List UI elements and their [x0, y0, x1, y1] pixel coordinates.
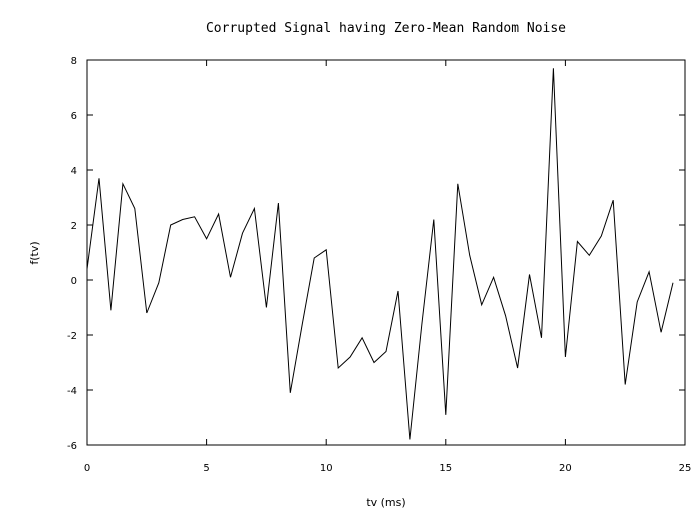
x-tick-label: 0 [84, 463, 90, 474]
y-tick-label: 0 [71, 276, 77, 287]
y-tick-label: 4 [71, 166, 77, 177]
x-axis-label: tv (ms) [366, 496, 405, 509]
x-tick-label: 20 [559, 463, 572, 474]
x-tick-label: 10 [320, 463, 333, 474]
series-line [86, 68, 674, 440]
y-tick-label: 2 [71, 221, 77, 232]
y-tick-label: 6 [71, 111, 77, 122]
x-tick-label: 15 [439, 463, 452, 474]
y-tick-label: 8 [71, 56, 77, 67]
x-tick-label: 5 [203, 463, 209, 474]
y-tick-label: -2 [67, 331, 77, 342]
y-axis-label: f(tv) [28, 241, 41, 264]
x-tick-label: 25 [679, 463, 691, 474]
chart-title: Corrupted Signal having Zero-Mean Random… [206, 21, 566, 36]
y-tick-label: -6 [67, 441, 77, 452]
plot-frame [86, 59, 686, 446]
y-tick-label: -4 [67, 386, 77, 397]
